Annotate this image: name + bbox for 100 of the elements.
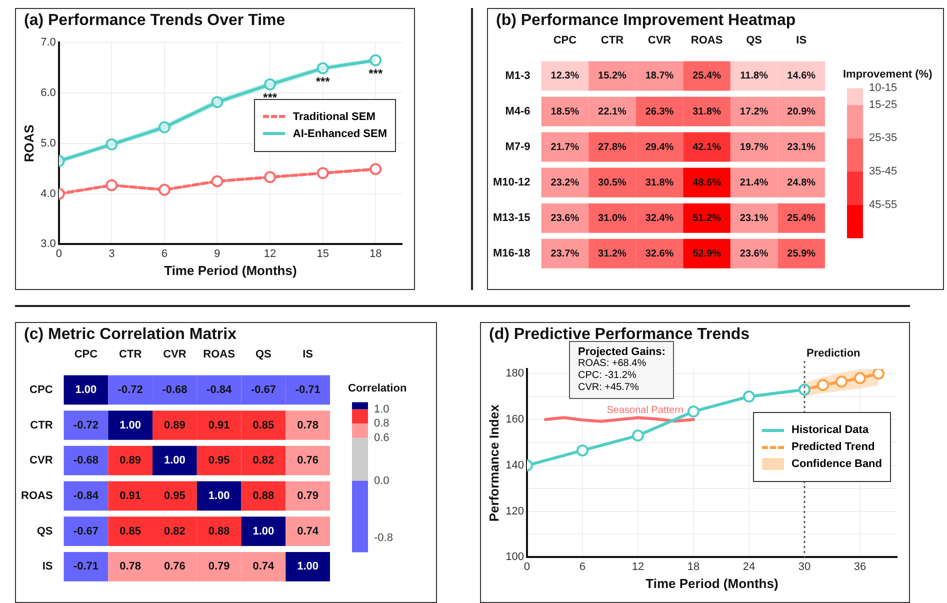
text: Projected Gains: <box>578 346 666 358</box>
data-label: 23.1% <box>740 212 768 224</box>
data-label: 0.95 <box>164 490 186 502</box>
data-label: 25.4% <box>692 70 722 82</box>
x-tick-label: ROAS <box>203 348 235 361</box>
legend-label: Historical Data <box>792 424 869 436</box>
y-tick-label: CPC <box>30 384 53 396</box>
data-label: 0.82 <box>252 454 274 467</box>
point <box>872 369 884 380</box>
data-label: -0.67 <box>73 525 99 538</box>
data-label: 0.95 <box>208 454 230 467</box>
annotation: *** <box>368 66 383 81</box>
data-label: -0.84 <box>73 490 100 502</box>
data-label: 0.89 <box>164 419 186 432</box>
point <box>106 179 118 192</box>
x-tick-label: QS <box>746 34 762 47</box>
y-tick-label: 120 <box>506 505 524 518</box>
x-tick-label: 18 <box>369 248 382 260</box>
data-label: -0.68 <box>162 384 188 396</box>
x-tick-label: IS <box>302 348 314 361</box>
data-label: 31.0% <box>598 212 627 224</box>
color-bar-label: 0.8 <box>374 418 390 430</box>
x-tick-label: CTR <box>600 34 624 47</box>
data-label: 52.9% <box>692 248 722 260</box>
point <box>211 96 224 108</box>
x-tick-label: 36 <box>854 560 866 573</box>
y-tick-label: M7-9 <box>505 141 530 154</box>
data-label: -0.71 <box>73 560 99 573</box>
point <box>854 372 866 384</box>
y-tick-label: ROAS <box>21 490 53 502</box>
legend-label: Confidence Band <box>792 458 882 470</box>
annotation: *** <box>316 74 330 89</box>
point <box>106 138 118 150</box>
data-label: 23.1% <box>787 142 816 153</box>
x-tick-label: CPC <box>74 348 98 361</box>
data-label: 31.2% <box>598 248 627 260</box>
data-label: 48.6% <box>692 177 722 188</box>
data-label: 0.85 <box>252 419 274 432</box>
data-label: 27.8% <box>598 142 627 153</box>
data-label: -0.72 <box>118 384 143 396</box>
point <box>316 62 329 74</box>
data-label: 22.1% <box>598 106 627 118</box>
x-tick-label: CVR <box>163 348 186 361</box>
data-label: -0.67 <box>250 384 276 396</box>
y-tick-label: CTR <box>30 419 53 432</box>
y-tick-label: 3.0 <box>40 238 56 250</box>
annotation: *** <box>263 90 278 105</box>
x-tick-label: 6 <box>579 560 586 573</box>
x-axis-title: Time Period (Months) <box>646 576 778 591</box>
y-tick-label: QS <box>36 525 53 538</box>
y-axis-title: Performance Index <box>486 404 502 522</box>
x-tick-label: CPC <box>553 34 577 47</box>
data-label: 0.78 <box>297 419 319 432</box>
point <box>835 376 848 388</box>
x-tick-label: CTR <box>119 348 142 361</box>
data-label: 0.79 <box>208 560 230 573</box>
data-label: 32.4% <box>645 212 674 224</box>
annotation: CVR: +45.7% <box>578 382 640 394</box>
data-label: 23.2% <box>550 177 580 188</box>
data-label: 1.00 <box>252 525 274 538</box>
data-label: 12.3% <box>550 70 580 82</box>
color-bar-label: 0.0 <box>374 474 390 487</box>
data-label: 0.74 <box>297 525 320 538</box>
data-label: 19.7% <box>740 142 768 153</box>
data-label: 31.8% <box>645 177 674 188</box>
point <box>211 175 224 188</box>
data-label: -0.72 <box>73 419 99 432</box>
y-tick-label: 140 <box>506 459 524 472</box>
data-label: 0.88 <box>208 525 230 538</box>
color-bar-label: 25-35 <box>869 132 898 144</box>
data-label: 23.6% <box>740 248 768 260</box>
color-bar-title: Correlation <box>348 382 407 395</box>
y-tick-label: CVR <box>30 454 53 467</box>
data-label: 11.8% <box>740 70 768 82</box>
y-tick-label: 5.0 <box>40 137 56 150</box>
data-label: -0.68 <box>73 454 99 467</box>
data-label: 51.2% <box>692 212 722 224</box>
data-label: 23.6% <box>550 212 580 224</box>
data-label: 0.91 <box>120 490 142 502</box>
x-tick-label: 6 <box>161 248 168 260</box>
data-label: 26.3% <box>645 106 674 118</box>
data-label: 0.76 <box>297 454 319 467</box>
data-label: 0.88 <box>252 490 274 502</box>
color-bar-label: 45-55 <box>869 198 898 211</box>
data-label: 21.7% <box>550 142 580 153</box>
data-label: 31.8% <box>692 106 722 118</box>
data-label: 1.00 <box>208 490 230 502</box>
ref-line-label: Prediction <box>806 348 861 360</box>
x-tick-label: 24 <box>742 560 756 573</box>
data-label: 17.2% <box>740 106 768 118</box>
chart-title: (b) Performance Improvement Heatmap <box>496 12 796 30</box>
text: ROAS: +68.4% <box>578 358 648 370</box>
point <box>816 379 829 392</box>
x-tick-label: 9 <box>214 248 220 260</box>
color-bar-label: 15-25 <box>869 98 898 111</box>
data-label: 18.7% <box>645 70 674 82</box>
color-bar-title: Improvement (%) <box>843 68 933 81</box>
series-label: Seasonal Pattern <box>606 405 684 416</box>
chart-title: (d) Predictive Performance Trends <box>489 326 750 344</box>
y-tick-label: 180 <box>506 368 524 380</box>
